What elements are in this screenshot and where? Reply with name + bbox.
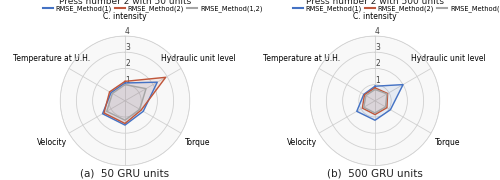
Text: (a)  50 GRU units: (a) 50 GRU units [80, 168, 170, 178]
Title: Press number 2 with 50 units: Press number 2 with 50 units [59, 0, 191, 6]
Polygon shape [107, 85, 146, 120]
Legend: RMSE_Method(1), RMSE_Method(2), RMSE_Method(1,2): RMSE_Method(1), RMSE_Method(2), RMSE_Met… [40, 3, 266, 15]
Text: (b)  500 GRU units: (b) 500 GRU units [327, 168, 423, 178]
Polygon shape [362, 88, 388, 114]
Polygon shape [364, 89, 387, 113]
Polygon shape [104, 77, 166, 123]
Legend: RMSE_Method(1), RMSE_Method(2), RMSE_Method(1,2): RMSE_Method(1), RMSE_Method(2), RMSE_Met… [290, 3, 500, 15]
Polygon shape [357, 85, 403, 120]
Title: Press number 2 with 500 units: Press number 2 with 500 units [306, 0, 444, 6]
Polygon shape [102, 82, 158, 125]
